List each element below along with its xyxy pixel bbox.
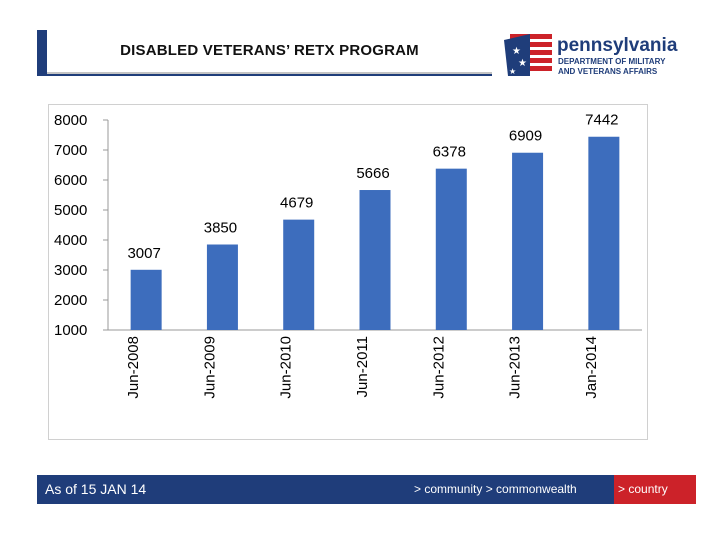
svg-text:★: ★ xyxy=(512,46,521,57)
bar-jun-2010 xyxy=(283,219,315,330)
x-tick-label: Jun-2012 xyxy=(430,336,447,399)
y-tick-label: 3000 xyxy=(54,262,87,279)
y-tick-label: 4000 xyxy=(54,232,87,249)
bar-chart: 1000 2000 3000 4000 5000 6000 7000 8000 3007 385… xyxy=(54,112,642,399)
bar-series xyxy=(130,136,620,330)
x-tick-label: Jun-2011 xyxy=(354,336,371,397)
pa-flag-logo-icon: ★ ★ ★ pennsylvania DEPARTMENT OF MILITAR… xyxy=(504,34,678,76)
x-tick-label: Jun-2010 xyxy=(278,336,295,399)
data-labels: 3007 3850 4679 5666 6378 6909 7442 xyxy=(127,112,618,262)
y-tick-label: 7000 xyxy=(54,142,87,159)
data-label: 3007 xyxy=(127,245,160,262)
logo-line1: DEPARTMENT OF MILITARY xyxy=(558,57,666,66)
y-tick-labels: 1000 2000 3000 4000 5000 6000 7000 8000 xyxy=(54,112,87,339)
x-tick-label: Jun-2008 xyxy=(125,336,142,399)
bar-jun-2012 xyxy=(435,168,467,330)
svg-text:★: ★ xyxy=(518,58,527,69)
footer-tagline-country: > country xyxy=(618,482,668,496)
x-tick-labels: Jun-2008 Jun-2009 Jun-2010 Jun-2011 Jun-2012… xyxy=(125,336,600,399)
footer-bar xyxy=(37,475,614,504)
data-label: 6909 xyxy=(509,128,542,145)
data-label: 4679 xyxy=(280,195,313,212)
x-tick-label: Jun-2013 xyxy=(507,336,524,399)
x-tick-label: Jun-2009 xyxy=(201,336,218,399)
page-title: DISABLED VETERANS’ RETX PROGRAM xyxy=(120,42,419,59)
data-label: 5666 xyxy=(356,165,389,182)
logo-wordmark: pennsylvania xyxy=(557,35,678,56)
svg-text:★: ★ xyxy=(509,67,516,76)
logo-line2: AND VETERANS AFFAIRS xyxy=(558,67,658,76)
as-of-date: As of 15 JAN 14 xyxy=(45,481,147,497)
pa-dmva-logo: ★ ★ ★ pennsylvania DEPARTMENT OF MILITAR… xyxy=(502,30,697,80)
bar-jun-2013 xyxy=(512,152,544,330)
y-tick-label: 2000 xyxy=(54,292,87,309)
bar-jun-2009 xyxy=(206,244,238,330)
y-tick-label: 8000 xyxy=(54,112,87,129)
footer-accent xyxy=(614,475,696,504)
header-panel xyxy=(47,30,492,74)
x-tick-label: Jan-2014 xyxy=(583,336,600,399)
y-tick-label: 6000 xyxy=(54,172,87,189)
y-tick-label: 1000 xyxy=(54,322,87,339)
bar-jun-2011 xyxy=(359,190,391,330)
footer-tagline: > community > commonwealth xyxy=(414,482,577,496)
y-tick-label: 5000 xyxy=(54,202,87,219)
data-label: 3850 xyxy=(204,220,237,237)
bar-jan-2014 xyxy=(588,136,620,330)
data-label: 6378 xyxy=(433,144,466,161)
data-label: 7442 xyxy=(585,112,618,129)
bar-jun-2008 xyxy=(130,269,162,330)
